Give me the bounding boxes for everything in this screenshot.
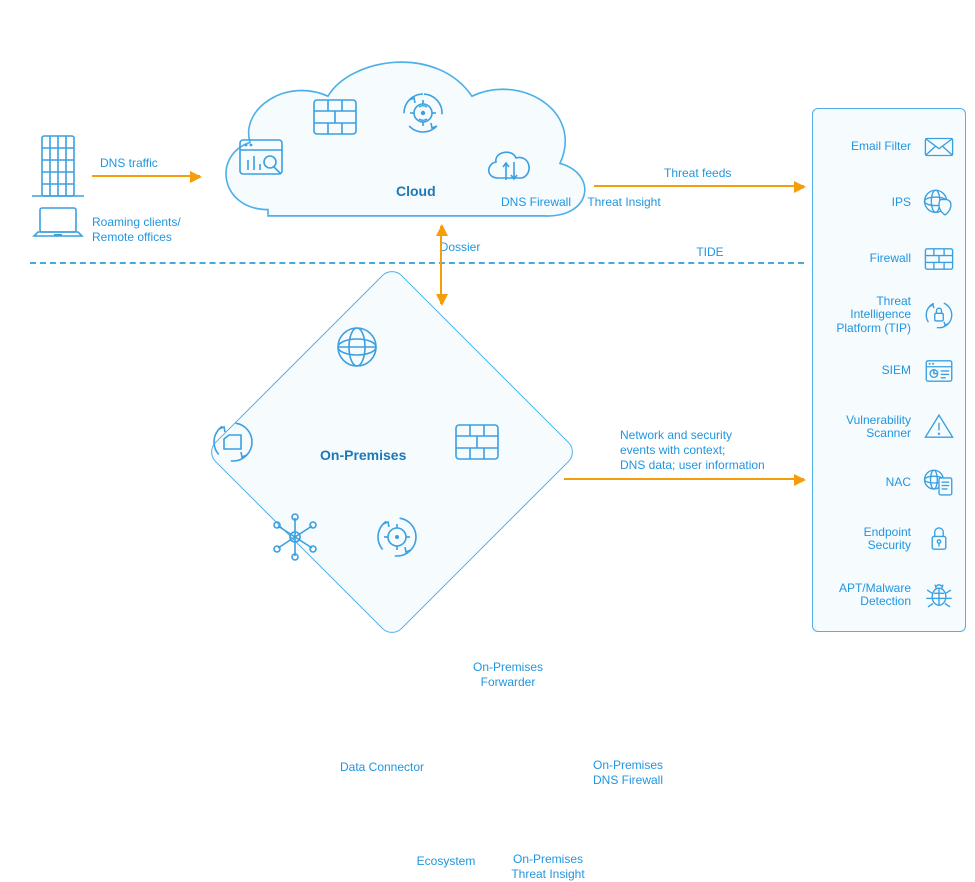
integration-label: Vulnerability Scanner: [821, 414, 911, 440]
integration-row: Firewall: [821, 231, 957, 287]
apt-malware-icon: [921, 577, 957, 613]
integration-label: Threat Intelligence Platform (TIP): [821, 295, 911, 335]
firewall-icon: [308, 90, 362, 144]
cloud-region: Dossier DNS Firewall: [200, 40, 592, 232]
arrow-dns-traffic-label: DNS traffic: [100, 156, 158, 171]
integration-label: SIEM: [882, 364, 911, 377]
onprem-region: Data Connector On-Premises Forwarder: [150, 280, 580, 650]
integration-row: NAC: [821, 455, 957, 511]
tip-icon: [921, 297, 957, 333]
onprem-label-dc: Data Connector: [340, 760, 424, 775]
onprem-threat-insight-icon: [370, 510, 424, 564]
ecosystem-icon: [268, 510, 322, 564]
integration-label: Email Filter: [851, 140, 911, 153]
arrow-threat-feeds-label: Threat feeds: [664, 166, 731, 181]
vuln-scanner-icon: [921, 409, 957, 445]
integrations-panel: Email Filter IPS Firewall: [812, 108, 966, 632]
integration-row: Threat Intelligence Platform (TIP): [821, 287, 957, 343]
arrow-events: [564, 478, 804, 480]
arrow-threat-feeds: [594, 185, 804, 187]
tide-icon: [482, 140, 536, 194]
arrow-cloud-onprem: [440, 226, 442, 304]
integration-row: Email Filter: [821, 119, 957, 175]
integration-label: NAC: [886, 476, 911, 489]
ips-icon: [921, 185, 957, 221]
nac-icon: [921, 465, 957, 501]
onprem-label-eco: Ecosystem: [417, 854, 476, 869]
onprem-label-fwd: On-Premises Forwarder: [473, 660, 543, 690]
integration-row: Endpoint Security: [821, 511, 957, 567]
firewall-wall-icon: [921, 241, 957, 277]
forwarder-icon: [330, 320, 384, 374]
endpoint-security-icon: [921, 521, 957, 557]
email-filter-icon: [921, 129, 957, 165]
integration-row: SIEM: [821, 343, 957, 399]
integration-label: APT/Malware Detection: [821, 582, 911, 608]
cloud-item-label-ti: Threat Insight: [587, 195, 660, 210]
cloud-item-label-tide: TIDE: [696, 245, 723, 260]
cloud-item-label-dossier: Dossier: [440, 240, 481, 255]
integration-label: IPS: [892, 196, 911, 209]
client-block: [28, 132, 88, 249]
onprem-firewall-icon: [450, 415, 504, 469]
architecture-diagram: Roaming clients/ Remote offices: [0, 0, 975, 652]
data-connector-icon: [206, 415, 260, 469]
dashed-divider: [30, 262, 804, 264]
arrow-events-label: Network and security events with context…: [620, 428, 765, 473]
integration-label: Endpoint Security: [821, 526, 911, 552]
onprem-label-fw: On-Premises DNS Firewall: [593, 758, 663, 788]
office-building-icon: [28, 132, 88, 244]
arrow-dns-traffic: [92, 175, 200, 177]
dossier-icon: [234, 130, 288, 184]
integration-row: APT/Malware Detection: [821, 567, 957, 623]
integration-row: Vulnerability Scanner: [821, 399, 957, 455]
onprem-title: On-Premises: [320, 447, 406, 465]
threat-insight-icon: [396, 86, 450, 140]
siem-icon: [921, 353, 957, 389]
cloud-title: Cloud: [396, 183, 436, 201]
client-label: Roaming clients/ Remote offices: [92, 215, 181, 245]
integration-label: Firewall: [870, 252, 911, 265]
onprem-label-ti: On-Premises Threat Insight: [511, 852, 584, 882]
cloud-item-label-dnsfw: DNS Firewall: [501, 195, 571, 210]
integration-row: IPS: [821, 175, 957, 231]
